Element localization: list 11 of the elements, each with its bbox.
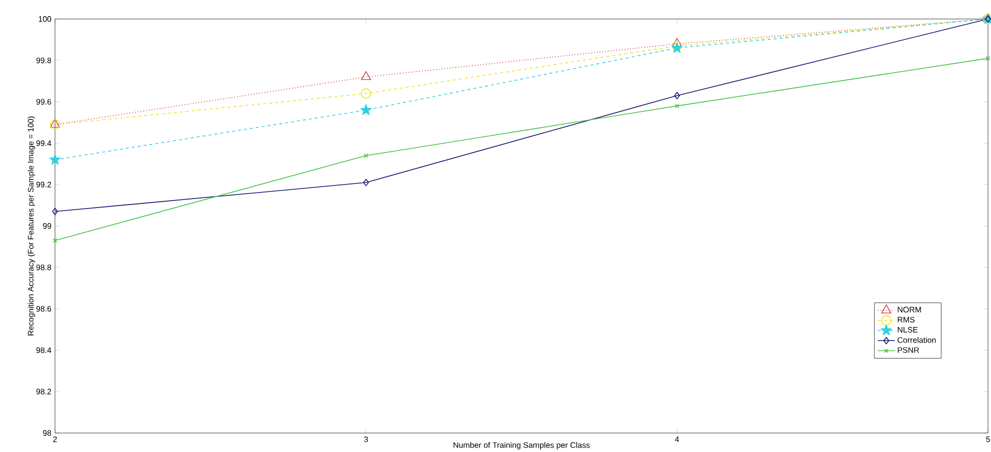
point bbox=[674, 104, 680, 108]
point bbox=[363, 178, 369, 186]
point bbox=[360, 104, 372, 115]
point bbox=[52, 208, 58, 216]
point bbox=[49, 154, 61, 165]
point bbox=[364, 153, 368, 158]
point bbox=[360, 88, 372, 99]
point bbox=[985, 15, 991, 23]
point bbox=[360, 71, 372, 80]
point bbox=[672, 38, 682, 47]
point bbox=[674, 92, 680, 100]
